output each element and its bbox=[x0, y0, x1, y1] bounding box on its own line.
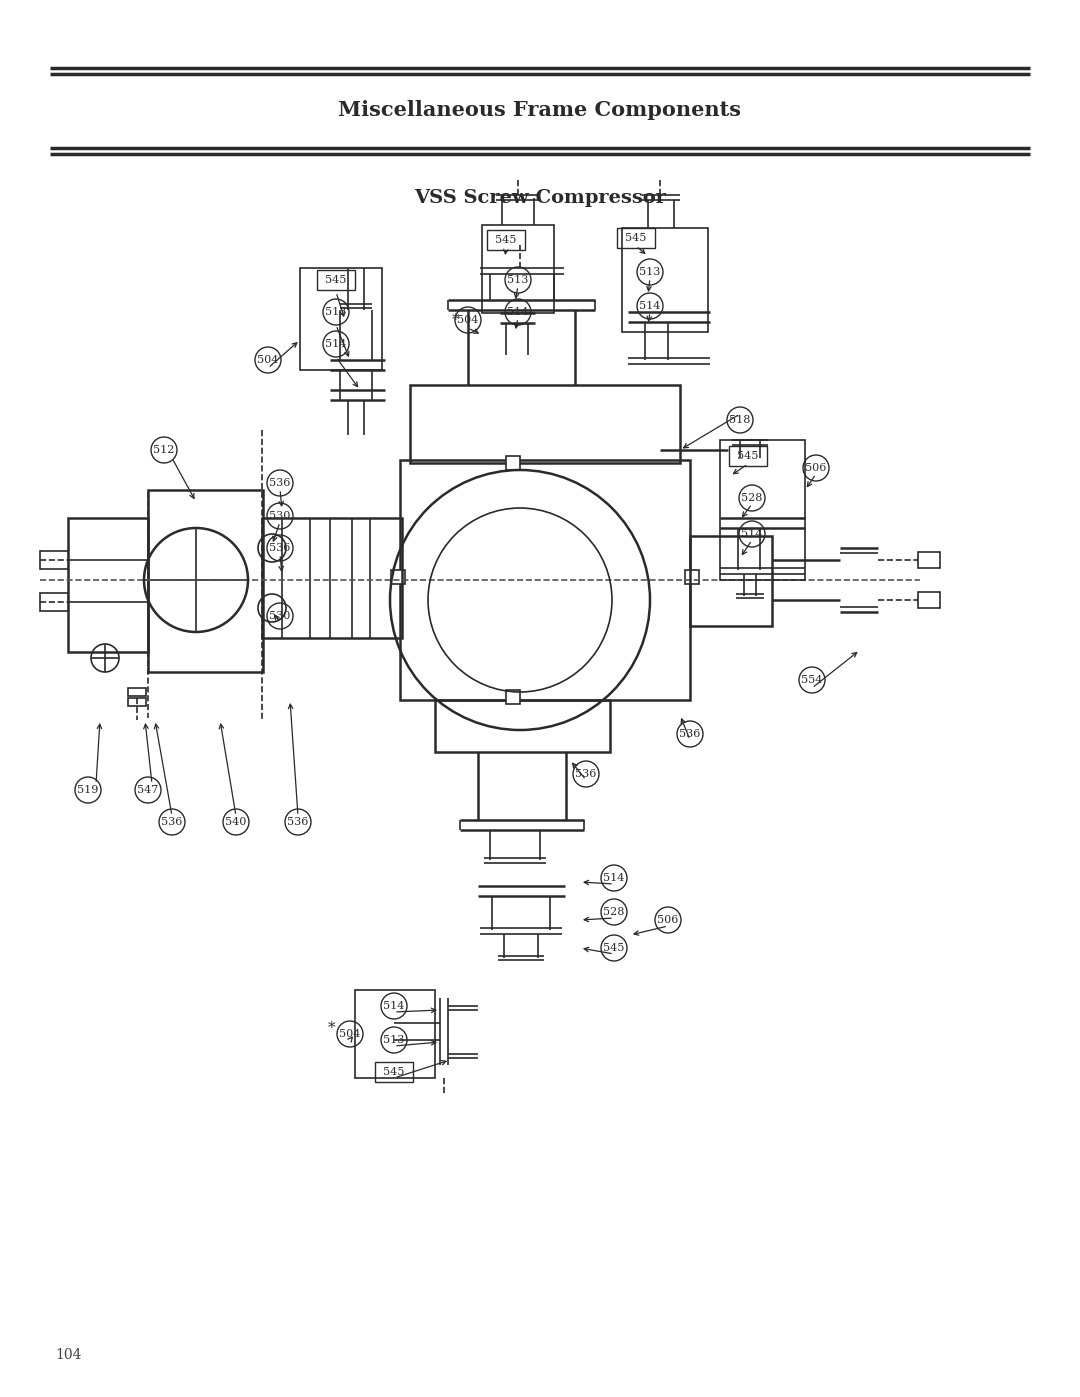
Text: *: * bbox=[453, 313, 460, 327]
Bar bbox=[918, 592, 940, 608]
Text: 545: 545 bbox=[625, 233, 647, 243]
Text: 536: 536 bbox=[679, 729, 701, 739]
Bar bbox=[729, 446, 767, 467]
Text: 536: 536 bbox=[269, 478, 291, 488]
Text: 528: 528 bbox=[604, 907, 624, 916]
Text: 504: 504 bbox=[339, 1030, 361, 1039]
Text: 530: 530 bbox=[269, 511, 291, 521]
Bar bbox=[40, 550, 68, 569]
Text: 536: 536 bbox=[269, 543, 291, 553]
Text: 506: 506 bbox=[806, 462, 826, 474]
Text: 518: 518 bbox=[729, 415, 751, 425]
Bar bbox=[617, 228, 654, 249]
Bar bbox=[40, 592, 68, 610]
Bar bbox=[300, 268, 382, 370]
Text: 545: 545 bbox=[738, 451, 758, 461]
Text: 513: 513 bbox=[383, 1035, 405, 1045]
Bar bbox=[318, 270, 355, 291]
Text: 536: 536 bbox=[576, 768, 596, 780]
Text: 506: 506 bbox=[658, 915, 678, 925]
Text: 512: 512 bbox=[153, 446, 175, 455]
Text: 504: 504 bbox=[457, 314, 478, 326]
Text: 514: 514 bbox=[639, 300, 661, 312]
Bar bbox=[68, 518, 148, 652]
Text: 528: 528 bbox=[741, 493, 762, 503]
Text: 514: 514 bbox=[508, 307, 529, 317]
Text: 540: 540 bbox=[226, 817, 246, 827]
Text: 514: 514 bbox=[604, 873, 624, 883]
Bar bbox=[507, 455, 519, 469]
Text: 536: 536 bbox=[161, 817, 183, 827]
Text: *: * bbox=[328, 1021, 336, 1035]
Text: 545: 545 bbox=[604, 943, 624, 953]
Text: 545: 545 bbox=[383, 1067, 405, 1077]
Text: 536: 536 bbox=[287, 817, 309, 827]
Text: 513: 513 bbox=[639, 267, 661, 277]
Bar bbox=[622, 228, 708, 332]
Bar bbox=[400, 460, 690, 700]
Bar bbox=[685, 570, 699, 584]
Text: 513: 513 bbox=[508, 275, 529, 285]
Text: 514: 514 bbox=[383, 1002, 405, 1011]
Bar bbox=[435, 700, 610, 752]
Text: 545: 545 bbox=[325, 275, 347, 285]
Text: 514: 514 bbox=[325, 339, 347, 349]
Text: 530: 530 bbox=[269, 610, 291, 622]
Bar bbox=[129, 698, 146, 705]
Bar bbox=[482, 225, 554, 313]
Bar bbox=[690, 536, 772, 626]
Text: 545: 545 bbox=[496, 235, 516, 244]
Bar bbox=[148, 490, 264, 672]
Bar bbox=[355, 990, 435, 1078]
Bar bbox=[918, 552, 940, 569]
Text: Miscellaneous Frame Components: Miscellaneous Frame Components bbox=[338, 101, 742, 120]
Bar bbox=[720, 440, 805, 580]
Text: 504: 504 bbox=[257, 355, 279, 365]
Text: 554: 554 bbox=[801, 675, 823, 685]
Bar bbox=[507, 690, 519, 704]
Bar bbox=[391, 570, 405, 584]
Text: 514: 514 bbox=[741, 529, 762, 539]
Text: 104: 104 bbox=[55, 1348, 81, 1362]
Bar bbox=[375, 1062, 413, 1083]
Bar bbox=[487, 231, 525, 250]
Text: 513: 513 bbox=[325, 307, 347, 317]
Text: 547: 547 bbox=[137, 785, 159, 795]
Bar bbox=[410, 386, 680, 462]
Text: VSS Screw Compressor: VSS Screw Compressor bbox=[414, 189, 666, 207]
Bar bbox=[262, 518, 402, 638]
Text: 519: 519 bbox=[78, 785, 98, 795]
Bar bbox=[129, 687, 146, 696]
